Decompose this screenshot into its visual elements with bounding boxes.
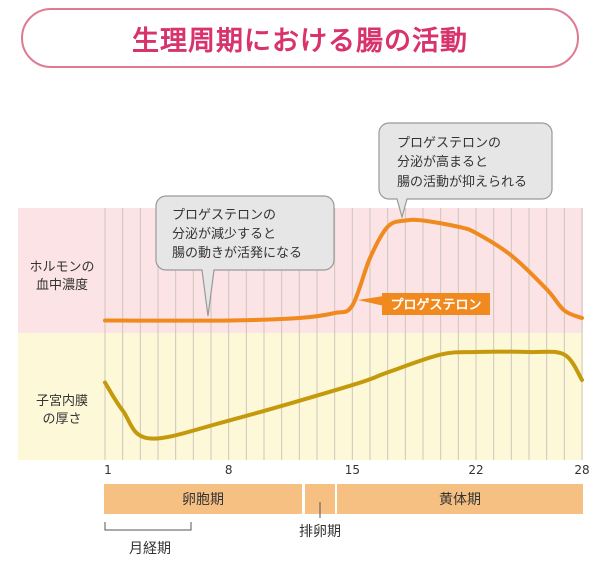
- callout-increase-line-2: 分泌が高まると: [397, 154, 488, 170]
- phase-ovulation-label: 排卵期: [299, 524, 341, 540]
- x-tick-label: 28: [574, 463, 589, 477]
- endometrium-line: [103, 349, 584, 441]
- page-title: 生理周期における腸の活動: [132, 25, 468, 57]
- progesterone-line: [103, 217, 584, 323]
- row-label-hormone-1: ホルモンの: [29, 260, 94, 275]
- title-banner: 生理周期における腸の活動: [21, 8, 579, 68]
- row-label-hormone-2: 血中濃度: [36, 277, 88, 293]
- x-tick-label: 22: [468, 463, 483, 477]
- callout-decrease-line-2: 分泌が減少すると: [172, 226, 276, 242]
- phase-luteal: [337, 484, 583, 514]
- callout-increase-line-1: プロゲステロンの: [397, 136, 501, 151]
- callout-increase: [378, 122, 553, 220]
- menstrual-bracket: [104, 522, 192, 531]
- x-tick-label: 15: [345, 463, 360, 477]
- callout-decrease-line-3: 腸の動きが活発になる: [172, 246, 302, 261]
- x-tick-label: 8: [225, 463, 233, 477]
- callout-decrease: [155, 195, 335, 317]
- callout-increase-line-3: 腸の活動が抑えられる: [397, 175, 527, 190]
- phase-menstrual-label: 月経期: [129, 541, 171, 557]
- series-label: プロゲステロン: [390, 297, 481, 313]
- row-label-endometrium-1: 子宮内膜: [36, 393, 88, 409]
- x-tick-label: 1: [104, 463, 112, 477]
- phase-luteal-label: 黄体期: [439, 491, 481, 508]
- phase-follicular-label: 卵胞期: [182, 492, 224, 508]
- series-label-pointer: [358, 296, 384, 306]
- phase-follicular: [104, 484, 302, 514]
- row-label-endometrium-2: の厚さ: [42, 412, 81, 427]
- series-label-box: [382, 293, 490, 315]
- callout-decrease-line-1: プロゲステロンの: [172, 208, 276, 223]
